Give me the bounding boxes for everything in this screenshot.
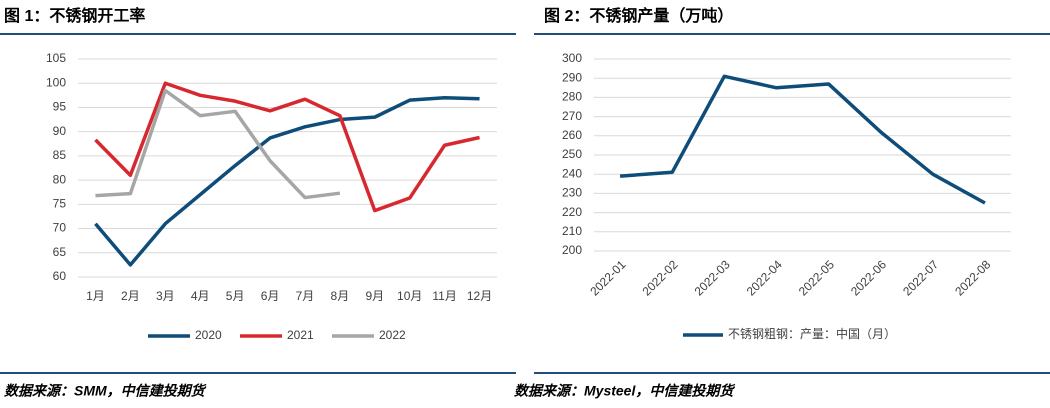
y-tick-label: 90 [53,124,67,138]
x-tick-label: 2月 [121,289,140,303]
x-tick-label: 2022-02 [640,257,681,298]
x-tick-label: 7月 [296,289,315,303]
legend-label: 2021 [287,328,314,342]
x-tick-label: 2022-05 [796,257,837,298]
series-line [95,88,341,200]
x-tick-label: 6月 [261,289,280,303]
y-tick-label: 70 [53,221,67,235]
y-tick-label: 240 [562,166,582,180]
legend-label: 不锈钢粗钢：产量：中国（月） [728,326,896,341]
y-tick-label: 210 [562,224,582,238]
legend-label: 2020 [195,328,222,342]
y-tick-label: 280 [562,90,582,104]
series-line [94,81,480,213]
chart-title: 图 1：不锈钢开工率 [4,6,145,25]
x-tick-label: 12月 [467,289,492,303]
y-tick-label: 260 [562,128,582,142]
y-tick-label: 300 [562,51,582,65]
x-tick-label: 9月 [365,289,384,303]
y-tick-label: 250 [562,147,582,161]
x-tick-label: 3月 [156,289,175,303]
x-tick-label: 1月 [86,289,105,303]
y-tick-label: 65 [53,245,67,259]
x-tick-label: 4月 [191,289,210,303]
y-tick-label: 200 [562,243,582,257]
series-line [619,74,986,205]
source: 数据来源：SMM，中信建投期货 [4,383,207,399]
x-tick-label: 2022-01 [587,257,628,298]
y-tick-label: 100 [46,75,66,89]
y-tick-label: 75 [53,197,67,211]
x-tick-label: 8月 [331,289,350,303]
x-tick-label: 2022-06 [848,257,889,298]
x-tick-label: 2022-04 [744,257,785,298]
y-tick-label: 105 [46,51,66,65]
x-tick-label: 2022-03 [692,257,733,298]
y-tick-label: 230 [562,186,582,200]
y-tick-label: 60 [53,269,67,283]
y-tick-label: 85 [53,148,67,162]
x-tick-label: 2022-08 [952,257,993,298]
x-tick-label: 11月 [432,289,456,303]
x-tick-label: 10月 [397,289,422,303]
y-tick-label: 95 [53,100,67,114]
series-line [94,96,480,267]
y-tick-label: 220 [562,205,582,219]
y-tick-label: 270 [562,109,582,123]
source: 数据来源：Mysteel，中信建投期货 [514,383,735,399]
y-tick-label: 290 [562,70,582,84]
legend-label: 2022 [379,328,406,342]
x-tick-label: 2022-07 [900,257,941,298]
y-tick-label: 80 [53,172,67,186]
x-tick-label: 5月 [226,289,245,303]
chart-title: 图 2：不锈钢产量（万吨） [544,6,733,25]
